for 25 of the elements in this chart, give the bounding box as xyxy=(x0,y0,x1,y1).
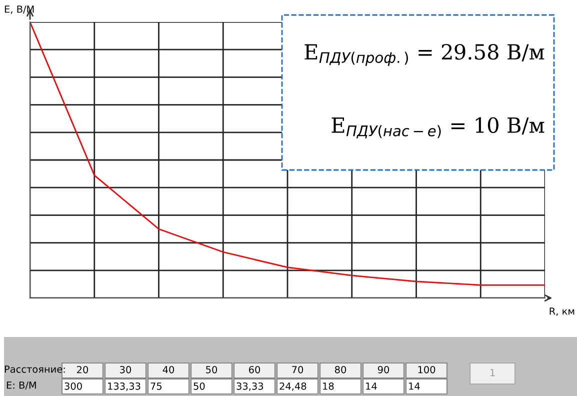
text: 100 xyxy=(418,366,436,374)
text: 60 xyxy=(248,366,260,374)
text: 1 xyxy=(490,369,495,376)
text: 40 xyxy=(162,366,174,374)
annotation: E$_{ПДУ(проф.)}$ = 29.58 В/м xyxy=(304,44,544,66)
text: 18 xyxy=(323,382,334,390)
text: 75 xyxy=(150,382,162,390)
text: 50 xyxy=(194,382,205,390)
text: 14 xyxy=(366,382,377,390)
text: 80 xyxy=(334,366,346,374)
text: 33,33 xyxy=(236,382,264,391)
x-axis-title: R, км xyxy=(550,308,574,316)
text: 24,48 xyxy=(280,382,306,391)
text: Расстояние: xyxy=(4,366,65,373)
text: E: В/М xyxy=(6,382,36,390)
y-axis-title: E, В/М xyxy=(4,6,34,14)
text: 30 xyxy=(120,366,132,374)
text: 20 xyxy=(77,366,88,374)
text: 14 xyxy=(409,382,420,390)
annotation: E$_{ПДУ(нас−е)}$ = 10 В/м xyxy=(332,117,544,138)
text: 50 xyxy=(206,366,218,374)
text: 133,33 xyxy=(108,382,140,391)
text: 70 xyxy=(292,366,304,374)
text: 90 xyxy=(378,366,390,374)
text: 300 xyxy=(64,382,82,390)
